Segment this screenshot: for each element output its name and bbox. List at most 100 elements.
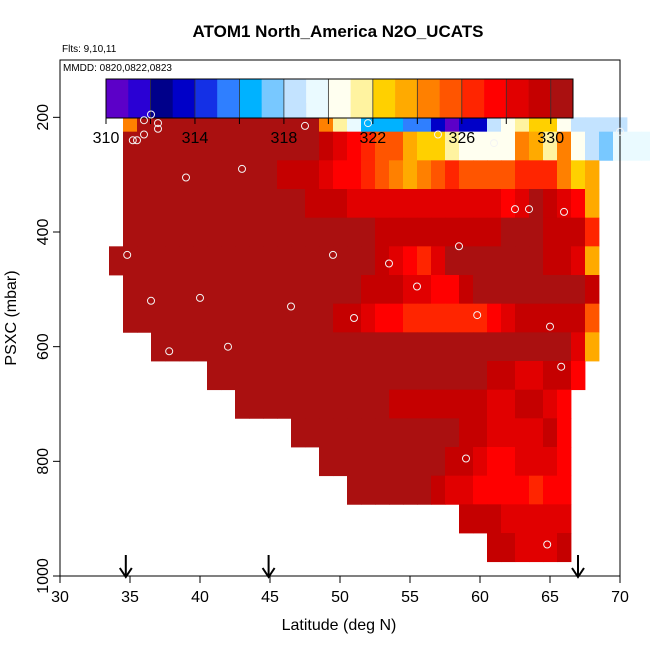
heatmap-cell — [445, 246, 460, 276]
heatmap-cell — [445, 361, 460, 391]
heatmap-cell — [193, 275, 208, 305]
heatmap-cell — [249, 332, 264, 362]
heatmap-cell — [151, 160, 166, 190]
heatmap-cell — [319, 189, 334, 219]
heatmap-cell — [557, 246, 572, 276]
heatmap-cell — [417, 303, 432, 333]
heatmap-cell — [431, 332, 446, 362]
heatmap-cell — [459, 389, 474, 419]
heatmap-cell — [375, 332, 390, 362]
colorbar-tick-label: 318 — [271, 130, 298, 147]
heatmap-cell — [515, 447, 530, 477]
heatmap-cell — [445, 189, 460, 219]
heatmap-cell — [375, 418, 390, 448]
heatmap-cell — [389, 217, 404, 247]
heatmap-cell — [403, 275, 418, 305]
heatmap-cell — [431, 160, 446, 190]
colorbar-frame — [105, 78, 574, 119]
heatmap-cell — [207, 275, 222, 305]
heatmap-cell — [529, 246, 544, 276]
colorbar-swatch — [172, 79, 196, 118]
heatmap-cell — [165, 246, 180, 276]
heatmap-cell — [249, 275, 264, 305]
heatmap-cell — [347, 131, 362, 161]
heatmap-cell — [487, 189, 502, 219]
heatmap-cell — [501, 533, 516, 563]
heatmap-cell — [221, 160, 236, 190]
sample-point — [147, 296, 155, 305]
heatmap-cell — [151, 275, 166, 305]
heatmap-cell — [221, 361, 236, 391]
heatmap-cell — [277, 189, 292, 219]
heatmap-cell — [515, 418, 530, 448]
heatmap-cell — [571, 361, 586, 391]
heatmap-cell — [417, 475, 432, 505]
heatmap-cell — [445, 475, 460, 505]
heatmap-cell — [263, 131, 278, 161]
heatmap-cell — [403, 303, 418, 333]
heatmap-cell — [487, 418, 502, 448]
heatmap-cell — [585, 332, 600, 362]
heatmap-cell — [249, 160, 264, 190]
flight-markers — [118, 555, 585, 579]
heatmap-cell — [347, 418, 362, 448]
heatmap-cell — [305, 332, 320, 362]
heatmap-cell — [403, 217, 418, 247]
heatmap-cell — [487, 475, 502, 505]
heatmap-cell — [501, 361, 516, 391]
heatmap-cell — [403, 246, 418, 276]
heatmap-cell — [417, 189, 432, 219]
heatmap-cell — [403, 389, 418, 419]
sample-point — [350, 314, 358, 322]
chart-title: ATOM1 North_America N2O_UCATS — [193, 22, 484, 41]
sample-point — [560, 207, 568, 216]
heatmap-cell — [123, 275, 138, 305]
heatmap-cell — [361, 418, 376, 448]
heatmap-cell — [137, 189, 152, 219]
heatmap-cell — [375, 275, 390, 305]
heatmap-cell — [459, 217, 474, 247]
heatmap-cell — [445, 303, 460, 333]
heatmap-cell — [347, 389, 362, 419]
heatmap-cell — [235, 389, 250, 419]
colorbar-swatch — [506, 79, 529, 118]
heatmap-cell — [529, 504, 544, 534]
heatmap-cell — [487, 533, 502, 563]
heatmap-cell — [445, 160, 460, 190]
heatmap-cell — [557, 475, 572, 505]
heatmap-cell — [403, 160, 418, 190]
heatmap-cell — [319, 418, 334, 448]
heatmap-cell — [193, 160, 208, 190]
heatmap-cell — [571, 131, 586, 161]
sample-point — [140, 116, 148, 125]
heatmap-cell — [123, 131, 138, 161]
x-tick-label: 50 — [331, 589, 349, 606]
heatmap-cell — [529, 475, 544, 505]
colorbar-tick-label: 314 — [182, 130, 209, 147]
colorbar-swatch — [283, 79, 307, 118]
heatmap-cell — [487, 447, 502, 477]
heatmap-cell — [361, 160, 376, 190]
heatmap-cell — [529, 533, 544, 563]
heatmap-cell — [361, 361, 376, 391]
heatmap-cell — [221, 131, 236, 161]
heatmap-cell — [571, 332, 586, 362]
sample-point — [165, 347, 174, 356]
sample-point — [616, 127, 624, 136]
heatmap-cell — [235, 361, 250, 391]
heatmap-cell — [347, 361, 362, 391]
heatmap-cell — [431, 418, 446, 448]
heatmap-cell — [165, 160, 180, 190]
heatmap-cell — [459, 475, 474, 505]
y-tick-label: 1000 — [35, 558, 52, 594]
colorbar-tick-label: 330 — [537, 130, 564, 147]
heatmap-cell — [543, 418, 558, 448]
heatmap-cell — [179, 160, 194, 190]
heatmap-cell — [291, 246, 306, 276]
heatmap-cell — [557, 332, 572, 362]
heatmap-cell — [501, 275, 516, 305]
heatmap-cell — [375, 389, 390, 419]
heatmap-cell — [361, 189, 376, 219]
heatmap-cell — [151, 217, 166, 247]
heatmap-cell — [137, 131, 152, 161]
